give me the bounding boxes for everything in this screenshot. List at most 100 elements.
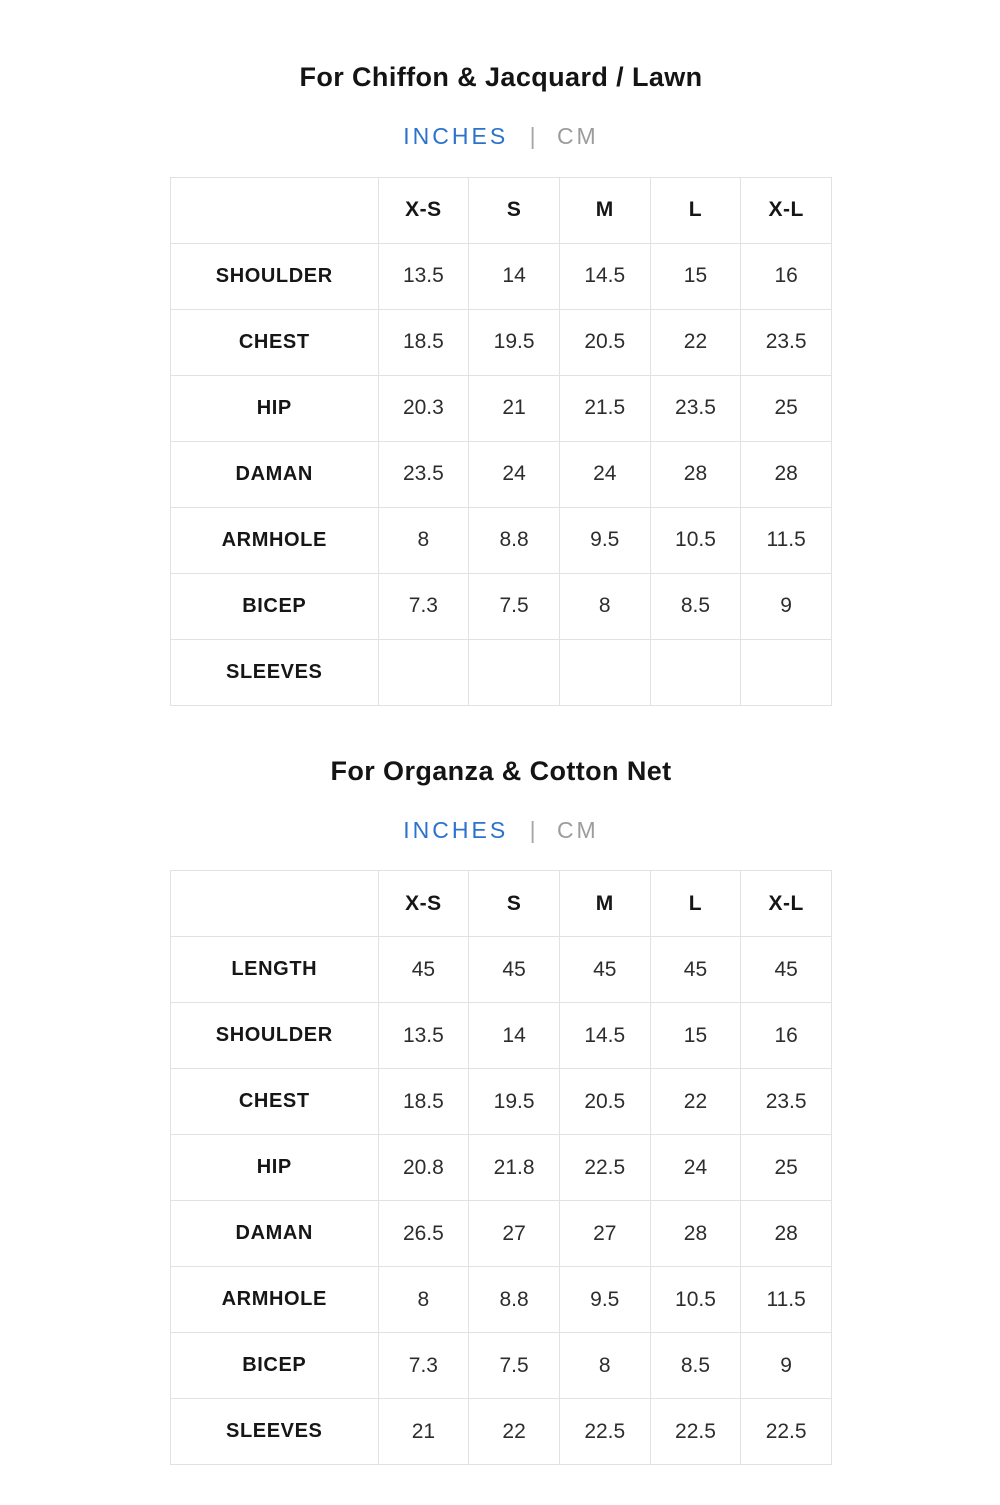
measurement-value: 9.5 [558, 506, 651, 574]
measurement-row: SLEEVES 21 22 22.5 22.5 22.5 [170, 1398, 832, 1466]
measurement-label: CHEST [170, 1068, 379, 1136]
size-column-header: L [649, 870, 742, 938]
measurement-value: 7.3 [377, 572, 470, 640]
measurement-value: 26.5 [377, 1200, 470, 1268]
size-column-header: X-S [377, 870, 470, 938]
measurement-value: 9 [740, 572, 832, 640]
size-table-organza: X-S S M L X-L LENGTH 45 45 45 45 45 SHOULDER 13.5 14 1… [170, 870, 832, 1466]
size-table-header-row: X-S S M L X-L [170, 870, 832, 938]
measurement-value: 8.8 [468, 1266, 560, 1334]
measurement-value: 22 [468, 1398, 560, 1466]
measurement-value: 8 [377, 1266, 470, 1334]
measurement-row: DAMAN 26.5 27 27 28 28 [170, 1200, 832, 1268]
size-chart-section-organza: For Organza & Cotton Net INCHES | CM X-S… [170, 756, 832, 1466]
inches-toggle-button[interactable]: INCHES [403, 816, 509, 843]
size-table-header-row: X-S S M L X-L [170, 176, 832, 244]
measurement-value: 20.3 [377, 374, 470, 442]
measurement-value: 22.5 [740, 1398, 832, 1466]
measurement-value: 28 [740, 1200, 832, 1268]
measurement-value: 21.5 [558, 374, 651, 442]
measurement-value: 27 [558, 1200, 651, 1268]
measurement-value: 24 [468, 440, 560, 508]
measurement-value: 16 [740, 242, 832, 310]
corner-cell [170, 176, 379, 244]
measurement-row: CHEST 18.5 19.5 20.5 22 23.5 [170, 308, 832, 376]
measurement-label: SLEEVES [170, 1398, 379, 1466]
measurement-value: 8 [558, 572, 651, 640]
measurement-value [468, 638, 560, 706]
size-column-header: M [558, 870, 651, 938]
inches-toggle-button[interactable]: INCHES [403, 123, 509, 150]
measurement-value: 20.8 [377, 1134, 470, 1202]
measurement-label: ARMHOLE [170, 506, 379, 574]
measurement-value: 25 [740, 374, 832, 442]
measurement-value: 8.8 [468, 506, 560, 574]
unit-toggle: INCHES | CM [170, 123, 832, 151]
corner-cell [170, 870, 379, 938]
measurement-value: 24 [649, 1134, 742, 1202]
measurement-label: LENGTH [170, 936, 379, 1004]
measurement-value: 11.5 [740, 1266, 832, 1334]
measurement-value: 14.5 [558, 1002, 651, 1070]
measurement-value: 8.5 [649, 572, 742, 640]
measurement-value: 14 [468, 242, 560, 310]
measurement-row: LENGTH 45 45 45 45 45 [170, 936, 832, 1004]
cm-toggle-button[interactable]: CM [556, 123, 599, 150]
measurement-label: CHEST [170, 308, 379, 376]
measurement-value: 23.5 [377, 440, 470, 508]
section-title-chiffon: For Chiffon & Jacquard / Lawn [299, 62, 703, 92]
measurement-value: 21.8 [468, 1134, 560, 1202]
measurement-value: 22.5 [558, 1398, 651, 1466]
measurement-value: 24 [558, 440, 651, 508]
measurement-value: 15 [649, 1002, 742, 1070]
measurement-row: SHOULDER 13.5 14 14.5 15 16 [170, 242, 832, 310]
measurement-value: 18.5 [377, 308, 470, 376]
measurement-value: 45 [649, 936, 742, 1004]
size-column-header: S [468, 176, 560, 244]
measurement-value: 13.5 [377, 242, 470, 310]
unit-toggle: INCHES | CM [170, 817, 832, 845]
size-table-chiffon: X-S S M L X-L SHOULDER 13.5 14 14.5 15 16 CHEST 18.5… [170, 176, 832, 706]
measurement-label: BICEP [170, 1332, 379, 1400]
measurement-value: 27 [468, 1200, 560, 1268]
measurement-value: 9.5 [558, 1266, 651, 1334]
size-column-header: M [558, 176, 651, 244]
measurement-value: 7.3 [377, 1332, 470, 1400]
measurement-value [740, 638, 832, 706]
measurement-value: 23.5 [740, 308, 832, 376]
measurement-row: HIP 20.8 21.8 22.5 24 25 [170, 1134, 832, 1202]
measurement-value: 16 [740, 1002, 832, 1070]
size-column-header: X-L [740, 176, 832, 244]
measurement-value: 7.5 [468, 572, 560, 640]
measurement-row: ARMHOLE 8 8.8 9.5 10.5 11.5 [170, 506, 832, 574]
measurement-row: BICEP 7.3 7.5 8 8.5 9 [170, 572, 832, 640]
measurement-value: 9 [740, 1332, 832, 1400]
measurement-value: 28 [649, 440, 742, 508]
measurement-value: 22.5 [558, 1134, 651, 1202]
measurement-value: 45 [377, 936, 470, 1004]
measurement-value: 13.5 [377, 1002, 470, 1070]
measurement-value: 11.5 [740, 506, 832, 574]
measurement-value: 22.5 [649, 1398, 742, 1466]
measurement-value: 28 [740, 440, 832, 508]
measurement-value: 23.5 [740, 1068, 832, 1136]
size-column-header: X-S [377, 176, 470, 244]
measurement-row: HIP 20.3 21 21.5 23.5 25 [170, 374, 832, 442]
measurement-value: 45 [740, 936, 832, 1004]
measurement-value: 18.5 [377, 1068, 470, 1136]
measurement-value: 7.5 [468, 1332, 560, 1400]
measurement-value: 45 [558, 936, 651, 1004]
measurement-value: 14.5 [558, 242, 651, 310]
measurement-label: SHOULDER [170, 1002, 379, 1070]
measurement-value: 14 [468, 1002, 560, 1070]
measurement-value: 22 [649, 1068, 742, 1136]
measurement-value: 28 [649, 1200, 742, 1268]
cm-toggle-button[interactable]: CM [556, 816, 599, 843]
measurement-label: SHOULDER [170, 242, 379, 310]
unit-toggle-divider: | [529, 123, 536, 150]
measurement-value: 8 [377, 506, 470, 574]
size-column-header: L [649, 176, 742, 244]
size-chart-section-chiffon: For Chiffon & Jacquard / Lawn INCHES | C… [170, 62, 832, 706]
measurement-row: DAMAN 23.5 24 24 28 28 [170, 440, 832, 508]
measurement-value: 22 [649, 308, 742, 376]
